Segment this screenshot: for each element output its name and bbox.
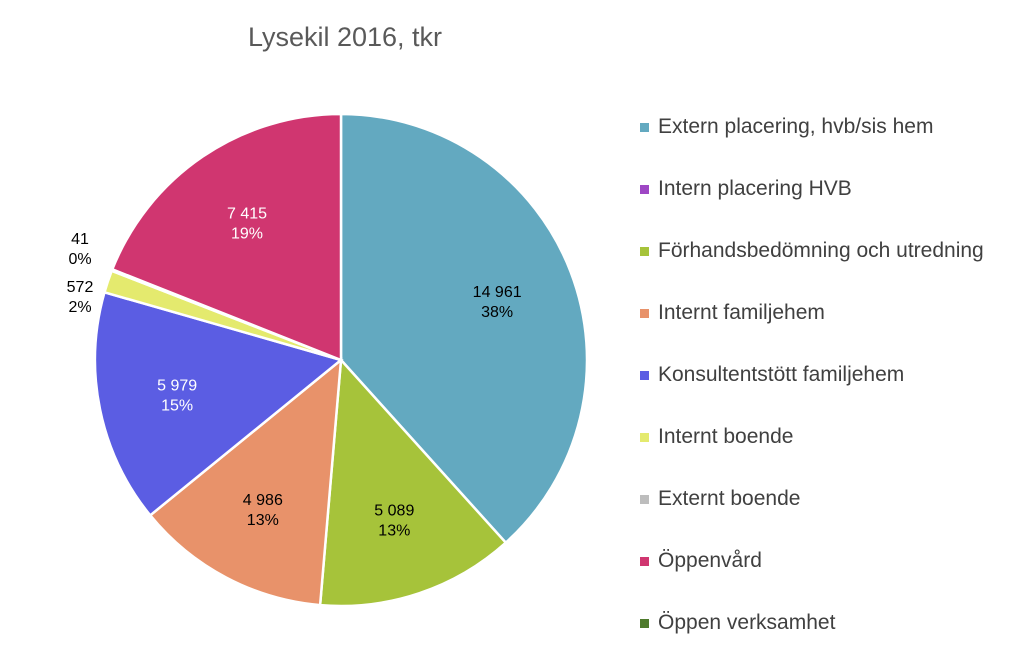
- data-label-value: 14 961: [473, 284, 522, 301]
- data-label-percent: 13%: [247, 512, 279, 529]
- legend-item-externt-boende: Externt boende: [640, 468, 984, 530]
- legend-label: Öppenvård: [658, 549, 762, 572]
- legend-item-forhandsbedomning-och-utredning: Förhandsbedömning och utredning: [640, 220, 984, 282]
- legend-item-intern-placering-hvb: Intern placering HVB: [640, 158, 984, 220]
- data-label-percent: 13%: [378, 523, 410, 540]
- legend-label: Öppen verksamhet: [658, 611, 836, 634]
- legend-label: Förhandsbedömning och utredning: [658, 239, 984, 262]
- legend-item-internt-boende: Internt boende: [640, 406, 984, 468]
- legend-swatch: [640, 308, 649, 318]
- data-label-percent: 0%: [68, 251, 91, 268]
- legend-swatch: [640, 184, 649, 194]
- legend-swatch: [640, 618, 649, 628]
- legend-swatch: [640, 494, 649, 504]
- legend-label: Extern placering, hvb/sis hem: [658, 115, 934, 138]
- legend-swatch: [640, 122, 649, 132]
- legend-item-internt-familjehem: Internt familjehem: [640, 282, 984, 344]
- chart-title: Lysekil 2016, tkr: [247, 22, 443, 52]
- legend-swatch: [640, 246, 649, 256]
- pie-slice-internt-familjehem: [148, 357, 343, 607]
- pie-slice-extern-placering-hvb-sis-hem: [339, 112, 589, 545]
- legend-item-oppen-verksamhet: Öppen verksamhet: [640, 592, 984, 654]
- data-label-percent: 15%: [161, 398, 193, 415]
- data-label-value: 572: [67, 279, 94, 296]
- legend-label: Konsultentstött familjehem: [658, 363, 905, 386]
- legend-swatch: [640, 370, 649, 380]
- pie-slice-forhandsbedomning-och-utredning: [318, 357, 508, 608]
- legend-item-oppenvard: Öppenvård: [640, 530, 984, 592]
- legend-label: Intern placering HVB: [658, 177, 852, 200]
- legend-swatch: [640, 432, 649, 442]
- legend-label: Internt familjehem: [658, 301, 825, 324]
- data-label-percent: 38%: [481, 304, 513, 321]
- data-label-value: 5 089: [374, 503, 414, 520]
- legend-label: Internt boende: [658, 425, 794, 448]
- legend-label: Externt boende: [658, 487, 801, 510]
- legend-swatch: [640, 556, 649, 566]
- data-label-value: 41: [71, 231, 89, 248]
- legend-item-konsultentstott-familjehem: Konsultentstött familjehem: [640, 344, 984, 406]
- legend-item-extern-placering-hvb-sis-hem: Extern placering, hvb/sis hem: [640, 96, 984, 158]
- data-label-percent: 2%: [68, 299, 91, 316]
- pie-slice-konsultentstott-familjehem: [93, 290, 344, 518]
- data-label-value: 5 979: [157, 378, 197, 395]
- legend: Extern placering, hvb/sis hem Intern plac…: [640, 96, 984, 654]
- data-label-percent: 19%: [231, 226, 263, 243]
- data-label-value: 7 415: [227, 206, 267, 223]
- data-label-value: 4 986: [243, 492, 283, 509]
- pie-slice-oppenvard: [110, 112, 343, 362]
